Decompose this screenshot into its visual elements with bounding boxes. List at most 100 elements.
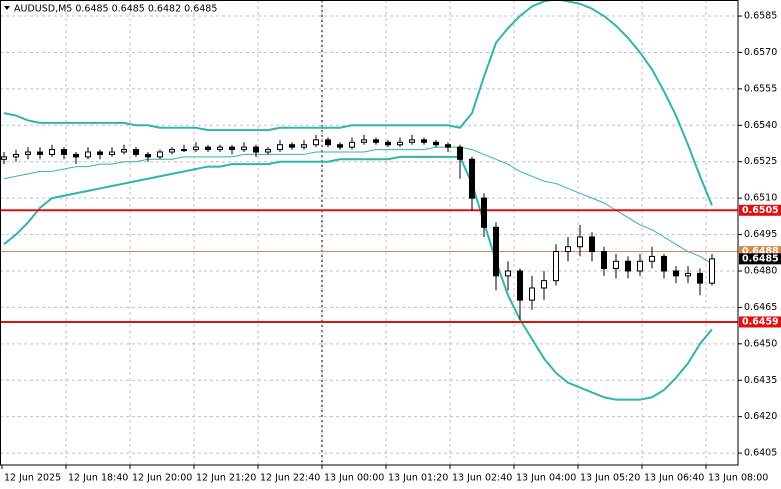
y-tick-label: 0.6450	[744, 338, 777, 349]
candle-body	[229, 146, 235, 151]
x-tick-label: 13 Jun 05:20	[580, 473, 640, 484]
x-tick-label: 12 Jun 21:20	[196, 473, 256, 484]
candle-body	[625, 260, 631, 272]
candle-body	[457, 146, 463, 160]
candle-body	[217, 146, 223, 151]
candle-body	[145, 153, 151, 158]
candle-body	[469, 158, 475, 199]
candle-body	[685, 272, 691, 277]
candle-body	[205, 146, 211, 151]
x-tick-label: 13 Jun 08:00	[708, 473, 768, 484]
candle-body	[337, 144, 343, 148]
candle-body	[613, 260, 619, 270]
y-tick-label: 0.6480	[744, 265, 777, 276]
y-tick-label: 0.6405	[744, 448, 777, 459]
band-line	[3, 155, 713, 401]
grid	[0, 0, 738, 465]
candle-body	[349, 141, 355, 148]
candle-body	[313, 139, 319, 146]
candle-body	[409, 139, 415, 143]
y-tick-label: 0.6465	[744, 302, 777, 313]
candle-body	[577, 236, 583, 248]
candle-body	[157, 151, 163, 158]
candle-body	[181, 149, 187, 152]
candle-body	[553, 251, 559, 282]
candle-body	[241, 146, 247, 151]
candle-body	[1, 156, 7, 160]
candle-body	[253, 146, 259, 153]
chart-title: AUDUSD,M5 0.6485 0.6485 0.6482 0.6485	[14, 4, 217, 15]
candle-body	[445, 144, 451, 148]
candle-body	[637, 260, 643, 272]
candle-body	[541, 280, 547, 289]
x-tick-label: 13 Jun 02:40	[452, 473, 512, 484]
x-tick-label: 13 Jun 04:00	[516, 473, 576, 484]
axes: 0.64050.64200.64350.64500.64650.64800.64…	[1, 11, 781, 484]
candle-body	[673, 270, 679, 277]
y-tick-label: 0.6525	[744, 156, 777, 167]
y-tick-label: 0.6540	[744, 120, 777, 131]
price-label: 0.6485	[742, 253, 779, 264]
candle-body	[325, 139, 331, 146]
price-label-box	[739, 246, 781, 258]
candle-body	[661, 255, 667, 272]
candle-body	[601, 251, 607, 270]
candle-body	[265, 149, 271, 153]
price-label: 0.6505	[742, 205, 779, 216]
candle-body	[493, 226, 499, 277]
candle-body	[73, 153, 79, 158]
candle-body	[709, 258, 715, 284]
y-tick-label: 0.6510	[744, 193, 777, 204]
candle-body	[85, 151, 91, 158]
candle-body	[37, 151, 43, 155]
candle-body	[433, 141, 439, 146]
candle-body	[25, 151, 31, 155]
candle-body	[505, 270, 511, 277]
y-tick-label: 0.6555	[744, 83, 777, 94]
y-tick-label: 0.6420	[744, 411, 777, 422]
candle-body	[13, 153, 19, 158]
y-tick-label: 0.6435	[744, 375, 777, 386]
x-tick-label: 12 Jun 2025	[4, 473, 61, 484]
y-tick-label: 0.6585	[744, 11, 777, 22]
candle-body	[277, 144, 283, 151]
candle-body	[361, 139, 367, 143]
menu-triangle	[4, 6, 10, 10]
x-tick-label: 12 Jun 20:00	[132, 473, 192, 484]
x-tick-label: 13 Jun 00:00	[324, 473, 384, 484]
price-label-box	[739, 253, 781, 265]
candle-body	[397, 141, 403, 146]
x-tick-label: 13 Jun 01:20	[388, 473, 448, 484]
candle-body	[109, 151, 115, 155]
candle-body	[529, 287, 535, 301]
x-tick-label: 13 Jun 06:40	[644, 473, 704, 484]
candle-body	[697, 272, 703, 284]
candle-body	[589, 236, 595, 253]
candle-body	[289, 144, 295, 148]
candle-body	[421, 139, 427, 143]
price-label-box	[739, 316, 781, 328]
y-tick-label: 0.6495	[744, 229, 777, 240]
band-line	[3, 0, 713, 206]
price-label-box	[739, 204, 781, 216]
candle-body	[193, 146, 199, 151]
plot-area	[0, 0, 738, 401]
candle-body	[133, 149, 139, 155]
candle-body	[481, 197, 487, 228]
candle-body	[649, 255, 655, 262]
candle-body	[373, 139, 379, 143]
candle-body	[169, 149, 175, 153]
plot-frame	[0, 0, 739, 466]
candle-body	[565, 246, 571, 253]
y-tick-label: 0.6570	[744, 47, 777, 58]
price-label: 0.6488	[742, 246, 779, 257]
candle-body	[385, 141, 391, 146]
candle-body	[517, 270, 523, 301]
candle-body	[301, 144, 307, 148]
candle-body	[49, 149, 55, 155]
candle-body	[97, 151, 103, 155]
candle-body	[121, 149, 127, 153]
x-tick-label: 12 Jun 22:40	[260, 473, 320, 484]
